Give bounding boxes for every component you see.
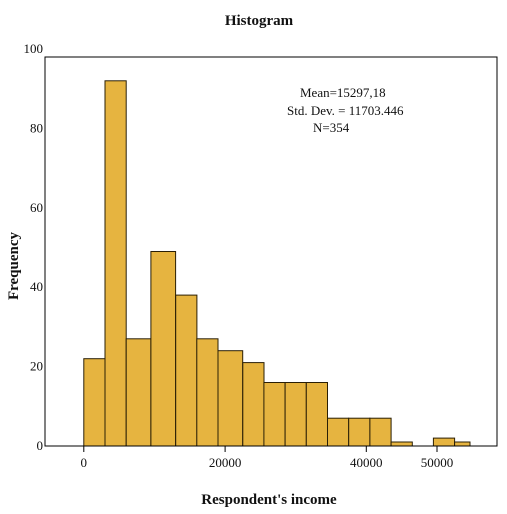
x-axis-ticks: 0 20000 40000 50000 xyxy=(81,446,454,470)
histogram-bar xyxy=(348,417,371,447)
y-tick-label: 80 xyxy=(30,120,43,135)
y-axis-label: Frequency xyxy=(6,231,22,300)
histogram-bar xyxy=(390,441,413,447)
x-axis-label: Respondent's income xyxy=(201,492,337,508)
x-tick-label: 50000 xyxy=(421,455,454,470)
histogram-bar xyxy=(83,358,106,447)
histogram-bar xyxy=(217,350,244,447)
histogram-bar xyxy=(369,417,392,447)
histogram-bar xyxy=(196,338,219,447)
stat-std-dev: Std. Dev. = 11703.446 xyxy=(287,103,404,118)
histogram-bar xyxy=(305,382,328,447)
x-tick-label: 0 xyxy=(81,455,88,470)
histogram-bar xyxy=(284,382,307,447)
histogram-bar xyxy=(150,251,177,447)
chart-title: Histogram xyxy=(225,13,294,29)
histogram-bar xyxy=(175,294,198,447)
histogram-bar xyxy=(104,80,127,447)
histogram-bar xyxy=(125,338,152,447)
histogram-bar xyxy=(432,437,456,447)
stat-n: N=354 xyxy=(313,120,350,135)
x-tick-label: 40000 xyxy=(350,455,383,470)
histogram-bars xyxy=(83,80,471,447)
histogram-bar xyxy=(242,362,265,447)
y-tick-label: 100 xyxy=(24,41,44,56)
histogram-bar xyxy=(454,441,471,447)
x-tick-label: 20000 xyxy=(209,455,242,470)
y-axis-ticks: 0 20 40 60 80 100 xyxy=(24,41,44,453)
y-tick-label: 20 xyxy=(30,359,43,374)
histogram-bar xyxy=(263,382,286,447)
stat-mean: Mean=15297,18 xyxy=(300,85,386,100)
y-tick-label: 40 xyxy=(30,279,43,294)
y-tick-label: 60 xyxy=(30,200,43,215)
y-tick-label: 0 xyxy=(37,438,44,453)
histogram-bar xyxy=(327,417,350,447)
